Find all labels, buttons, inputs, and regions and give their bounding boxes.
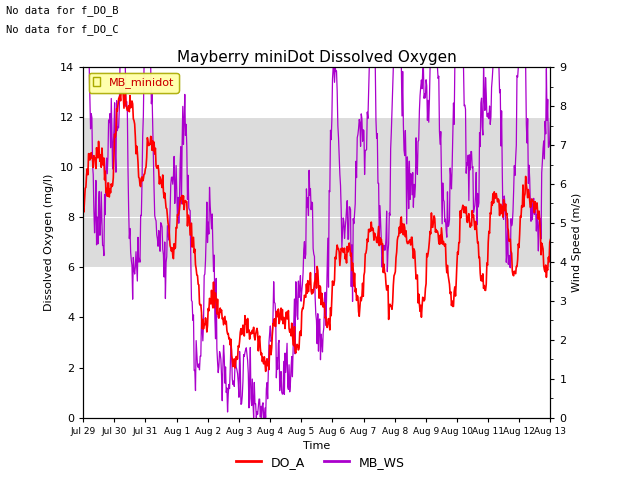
Legend: DO_A, MB_WS: DO_A, MB_WS <box>230 451 410 474</box>
MB_WS <box>250 415 257 420</box>
DO_A <box>195 281 202 287</box>
MB_WS <box>387 146 394 152</box>
MB_WS <box>79 64 87 70</box>
Line: DO_A: DO_A <box>83 85 550 372</box>
MB_WS <box>501 202 509 207</box>
DO_A <box>119 83 127 88</box>
DO_A <box>387 303 395 309</box>
DO_A <box>502 201 509 207</box>
Y-axis label: Wind Speed (m/s): Wind Speed (m/s) <box>572 193 582 292</box>
MB_WS <box>227 340 235 346</box>
X-axis label: Time: Time <box>303 441 330 451</box>
DO_A <box>79 205 87 211</box>
Legend: MB_minidot: MB_minidot <box>89 73 179 93</box>
Text: No data for f_DO_C: No data for f_DO_C <box>6 24 119 35</box>
DO_A <box>262 369 269 374</box>
MB_WS <box>444 189 451 195</box>
DO_A <box>212 290 220 296</box>
DO_A <box>444 273 452 278</box>
Text: No data for f_DO_B: No data for f_DO_B <box>6 5 119 16</box>
MB_WS <box>194 363 202 369</box>
DO_A <box>228 352 236 358</box>
DO_A <box>547 237 554 242</box>
Y-axis label: Dissolved Oxygen (mg/l): Dissolved Oxygen (mg/l) <box>45 174 54 311</box>
Bar <box>83 117 550 267</box>
MB_WS <box>547 120 554 126</box>
Title: Mayberry miniDot Dissolved Oxygen: Mayberry miniDot Dissolved Oxygen <box>177 49 457 65</box>
MB_WS <box>211 315 219 321</box>
Line: MB_WS: MB_WS <box>83 67 550 418</box>
